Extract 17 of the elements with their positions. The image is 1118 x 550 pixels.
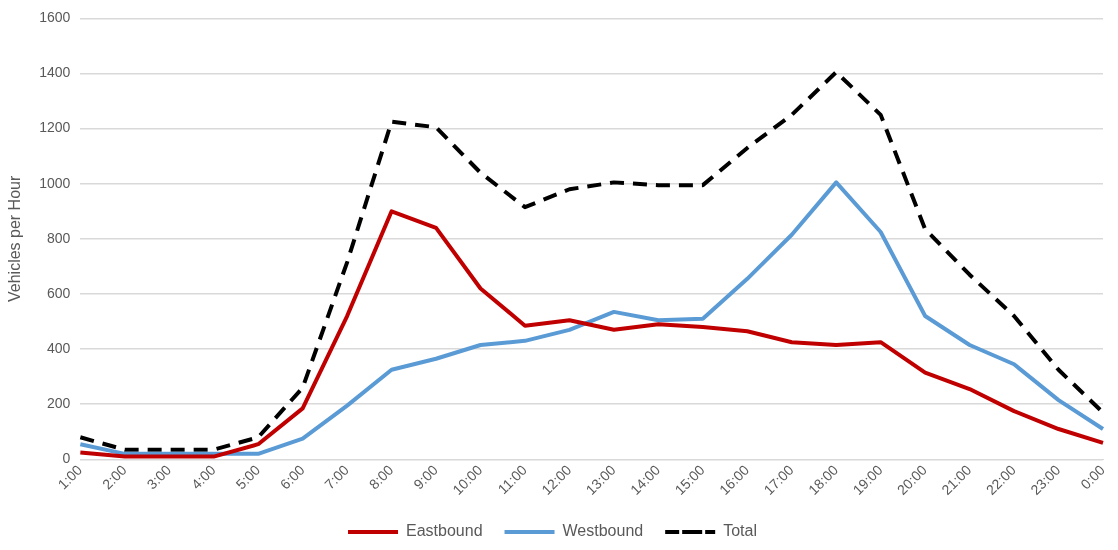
y-tick-label: 1200 — [39, 119, 71, 136]
x-tick-label: 4:00 — [188, 461, 219, 493]
y-tick-label: 0 — [62, 450, 71, 467]
x-tick-label: 7:00 — [321, 461, 353, 493]
y-tick-label: 1400 — [39, 64, 71, 81]
y-tick-label: 1000 — [39, 174, 71, 191]
legend-label: Total — [723, 522, 757, 540]
y-tick-label: 800 — [46, 229, 71, 246]
y-axis-title: Vehicles per Hour — [6, 175, 24, 303]
y-tick-label: 400 — [46, 339, 71, 356]
legend-label: Westbound — [562, 522, 644, 540]
x-tick-label: 9:00 — [410, 461, 442, 493]
x-tick-label: 0:00 — [1077, 461, 1108, 493]
legend-label: Eastbound — [406, 522, 483, 540]
y-tick-label: 600 — [46, 284, 71, 301]
y-tick-label: 200 — [46, 395, 71, 412]
y-tick-label: 1600 — [39, 9, 71, 26]
